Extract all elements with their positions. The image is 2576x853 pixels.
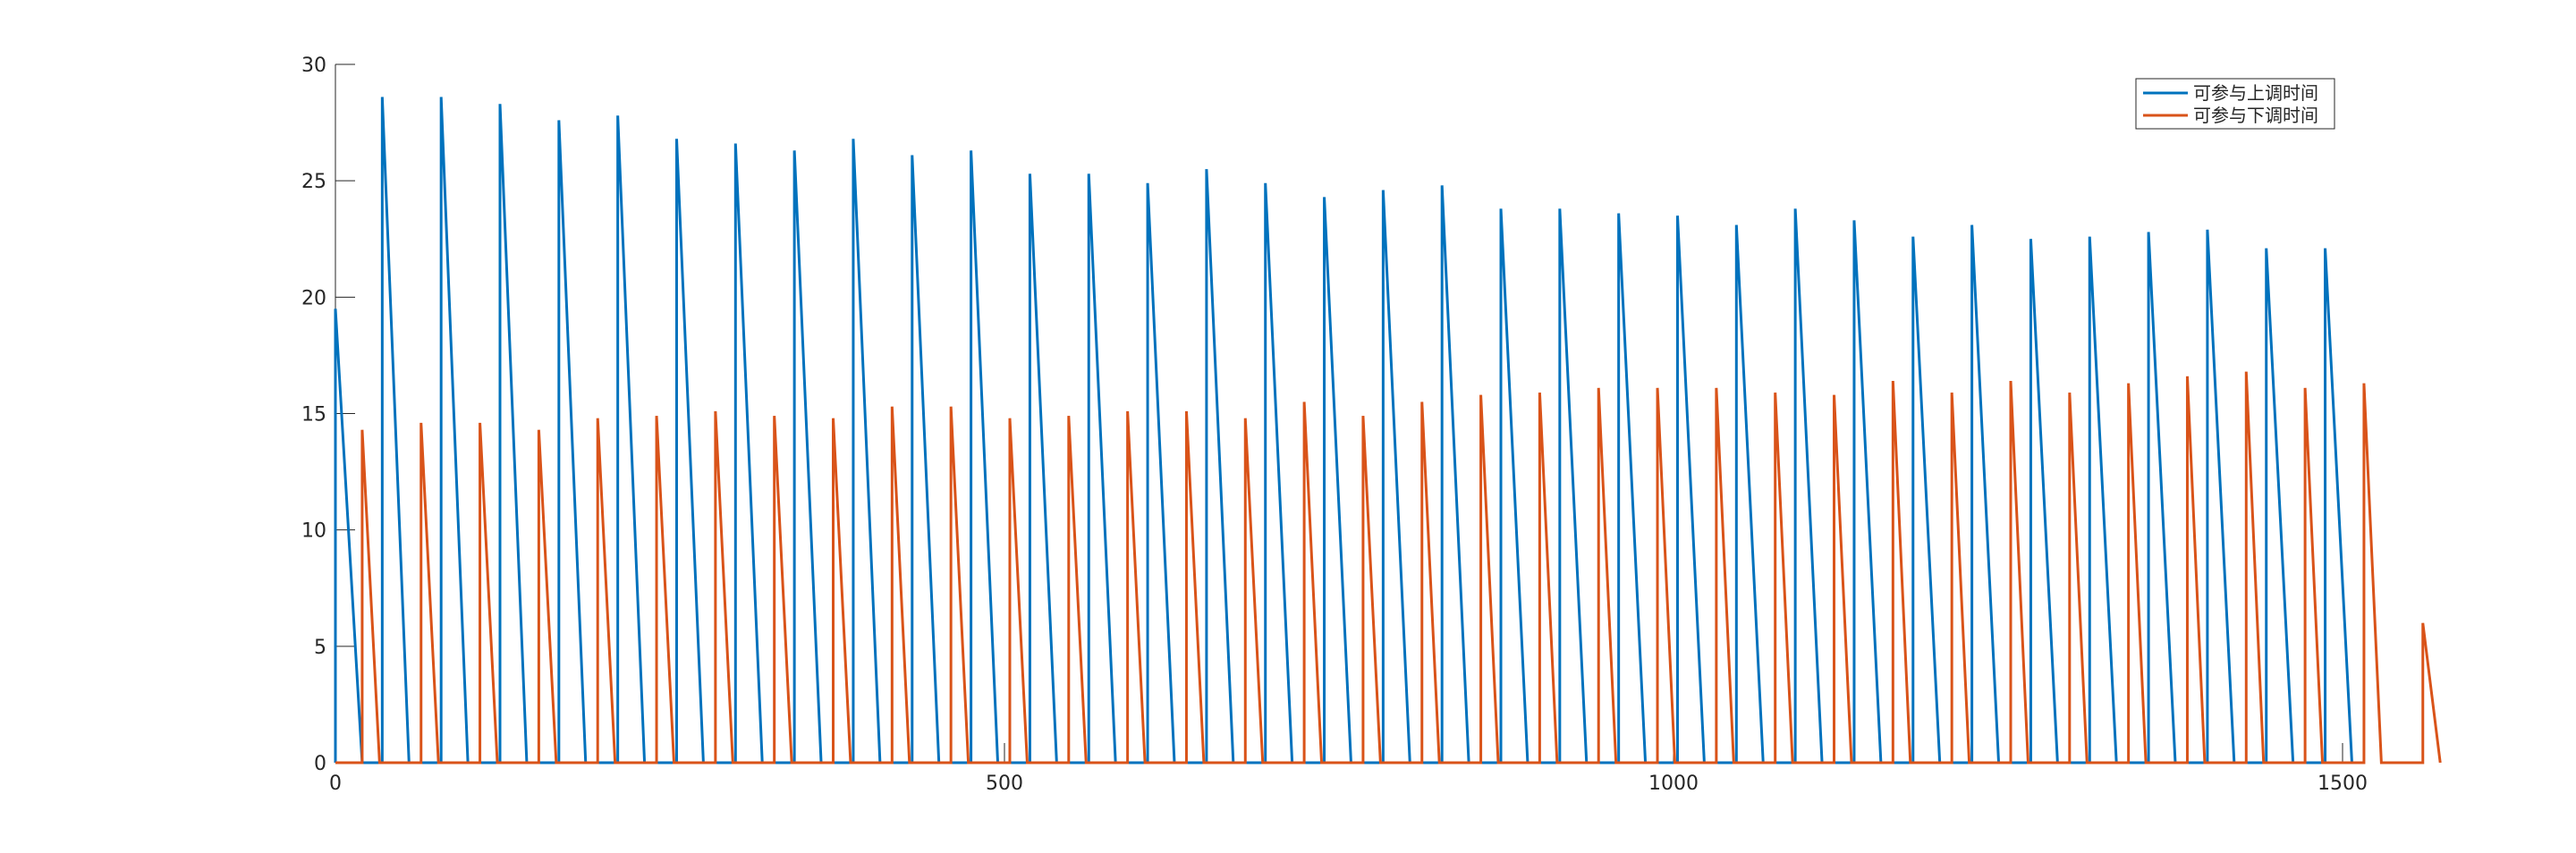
x-tick-label: 500 bbox=[986, 773, 1023, 795]
legend-label-up: 可参与上调时间 bbox=[2193, 82, 2318, 104]
series-line-up bbox=[334, 97, 2353, 764]
y-tick-label: 10 bbox=[301, 520, 326, 543]
y-tick-label: 25 bbox=[301, 171, 326, 193]
x-tick-label: 1500 bbox=[2318, 773, 2368, 795]
y-tick-label: 5 bbox=[314, 637, 326, 659]
y-tick-label: 0 bbox=[314, 753, 326, 775]
y-tick-label: 20 bbox=[301, 287, 326, 309]
legend-label-down: 可参与下调时间 bbox=[2193, 105, 2318, 126]
legend-box bbox=[2135, 78, 2335, 130]
series-line-down bbox=[335, 371, 2442, 764]
series-layer bbox=[334, 97, 2442, 764]
legend: 可参与上调时间 可参与下调时间 bbox=[2135, 78, 2335, 130]
y-tick-label: 15 bbox=[301, 404, 326, 426]
x-tick-label: 0 bbox=[329, 773, 342, 795]
y-tick-label: 30 bbox=[301, 55, 326, 77]
x-tick-label: 1000 bbox=[1648, 773, 1699, 795]
